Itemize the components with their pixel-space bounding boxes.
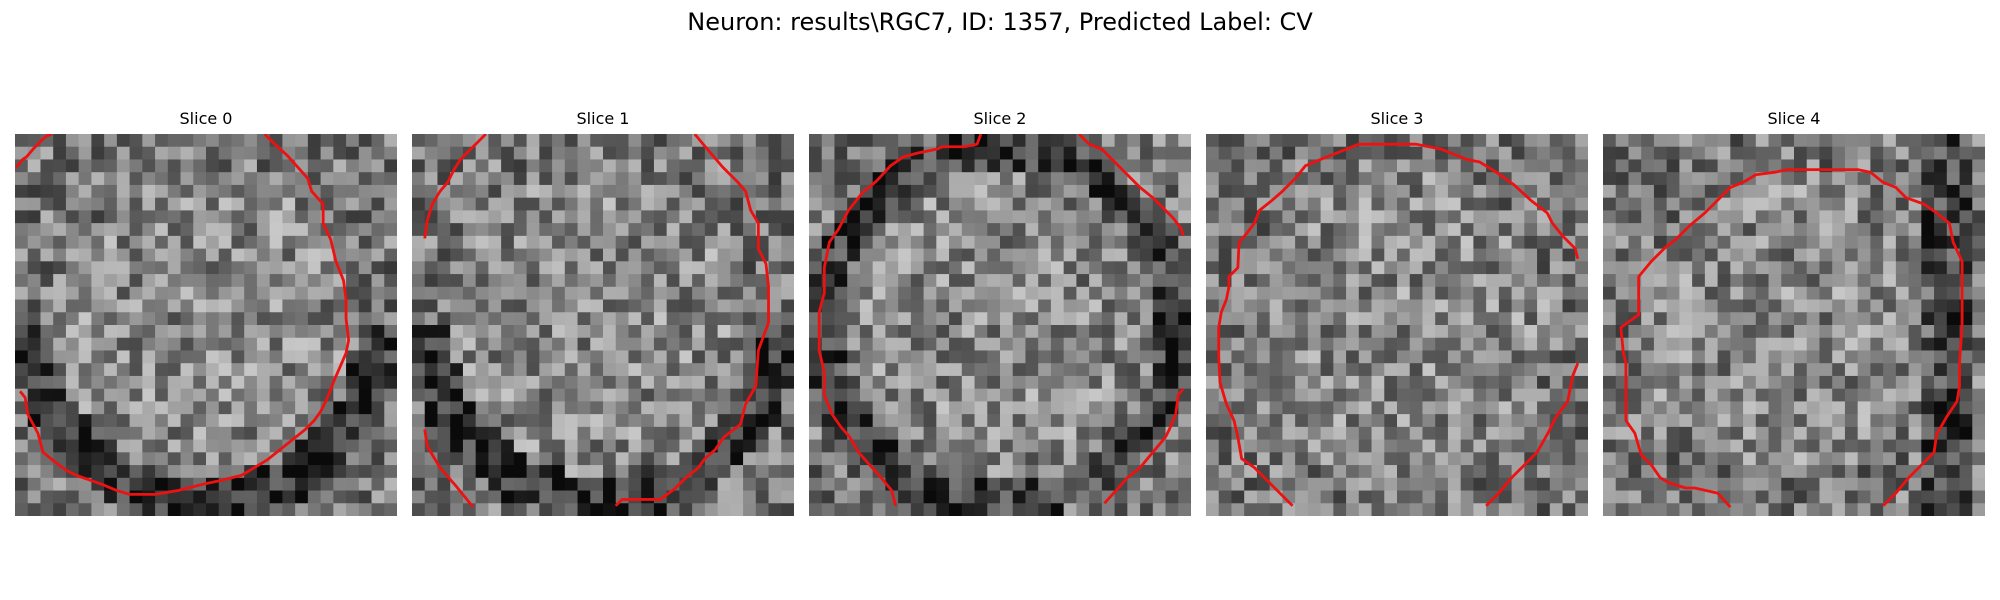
slice-2-contour-1 xyxy=(1077,134,1185,237)
slice-0-contour-0 xyxy=(15,134,53,169)
slice-3-image xyxy=(1206,134,1588,516)
slice-1-contour-0 xyxy=(423,134,487,239)
slice-4-contour-0 xyxy=(1619,168,1964,509)
slice-2-contour-0 xyxy=(817,134,983,507)
slice-3-title: Slice 3 xyxy=(1370,109,1424,128)
slice-2-image xyxy=(809,134,1191,516)
slice-4-image xyxy=(1603,134,1985,516)
slice-4-panel: Slice 4 xyxy=(1603,108,1985,516)
slice-0-title: Slice 0 xyxy=(179,109,233,128)
slice-0-panel: Slice 0 xyxy=(15,108,397,516)
slice-2-title: Slice 2 xyxy=(973,109,1027,128)
slice-3-contour-0 xyxy=(1217,142,1580,507)
slice-0-contour-1 xyxy=(18,134,351,496)
slice-1-image xyxy=(412,134,794,516)
slice-2-panel: Slice 2 xyxy=(809,108,1191,516)
slice-0-image xyxy=(15,134,397,516)
slice-3-contour-1 xyxy=(1485,362,1580,507)
slice-1-panel: Slice 1 xyxy=(412,108,794,516)
slice-1-title: Slice 1 xyxy=(576,109,630,128)
figure-title: Neuron: results\RGC7, ID: 1357, Predicte… xyxy=(687,8,1313,36)
slice-3-panel: Slice 3 xyxy=(1206,108,1588,516)
slice-4-title: Slice 4 xyxy=(1767,109,1821,128)
slice-1-contour-2 xyxy=(423,429,475,508)
slice-1-contour-1 xyxy=(614,134,770,507)
slice-2-contour-2 xyxy=(1103,387,1185,505)
